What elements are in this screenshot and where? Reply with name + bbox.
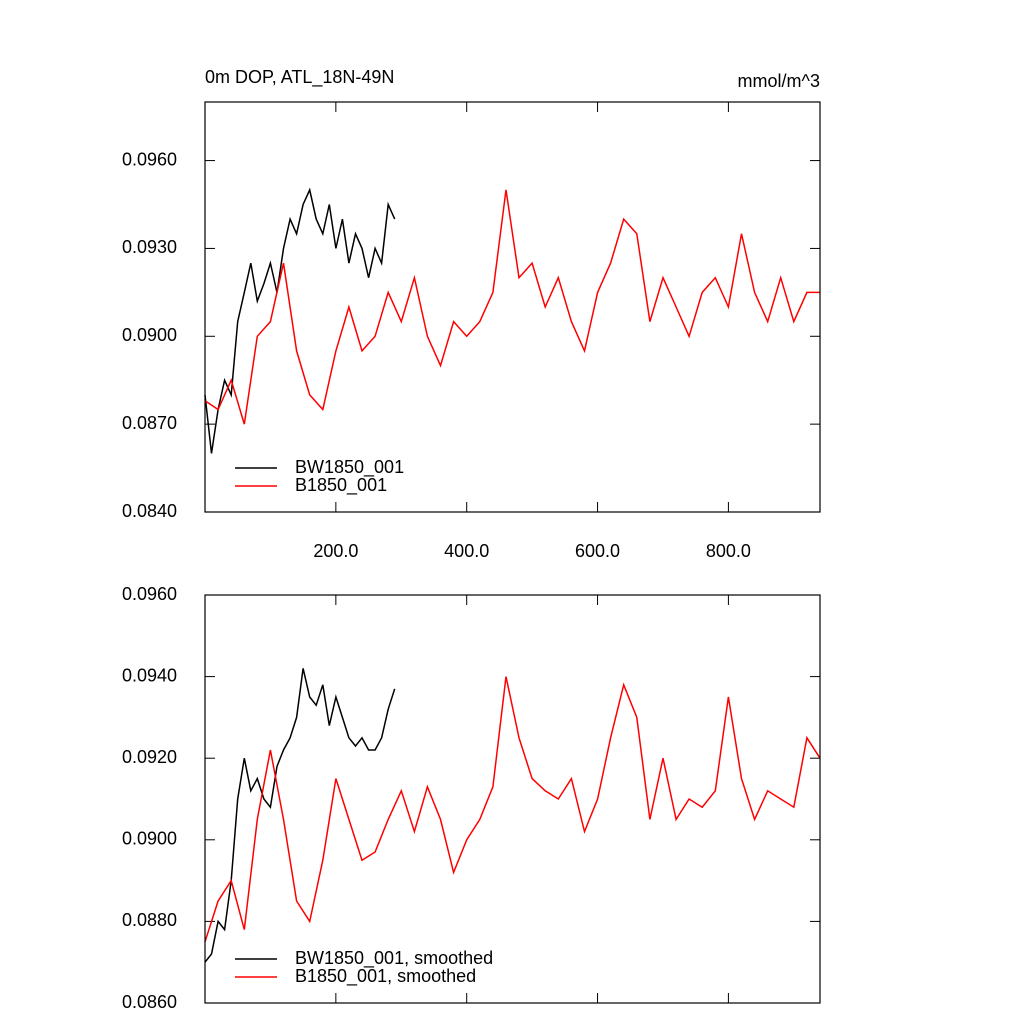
y-tick-label: 0.0900 [122, 829, 177, 849]
data-line [204, 187, 396, 454]
y-tick-label: 0.0930 [122, 237, 177, 257]
y-tick-label: 0.0880 [122, 910, 177, 930]
data-line [204, 189, 820, 425]
x-tick-label: 800.0 [706, 541, 751, 561]
plot-frame [204, 594, 821, 1004]
y-tick-label: 0.0960 [122, 149, 177, 169]
y-tick-label: 0.0960 [122, 584, 177, 604]
y-tick-label: 0.0840 [122, 501, 177, 521]
legend-label: B1850_001, smoothed [295, 966, 476, 987]
data-line [204, 676, 821, 943]
x-tick-label: 400.0 [444, 541, 489, 561]
y-tick-label: 0.0860 [122, 992, 177, 1012]
chart-title: 0m DOP, ATL_18N-49N [205, 67, 394, 88]
y-tick-label: 0.0920 [122, 747, 177, 767]
y-tick-label: 0.0900 [122, 325, 177, 345]
x-tick-label: 200.0 [313, 541, 358, 561]
y-tick-label: 0.0870 [122, 413, 177, 433]
legend-label: BW1850_001, smoothed [295, 948, 493, 969]
legend-label: BW1850_001 [295, 457, 404, 478]
legend-label: B1850_001 [295, 475, 387, 496]
x-tick-label: 600.0 [575, 541, 620, 561]
units-label: mmol/m^3 [738, 71, 820, 91]
data-line [204, 668, 396, 963]
plot-frame [204, 101, 821, 513]
y-tick-label: 0.0940 [122, 665, 177, 685]
